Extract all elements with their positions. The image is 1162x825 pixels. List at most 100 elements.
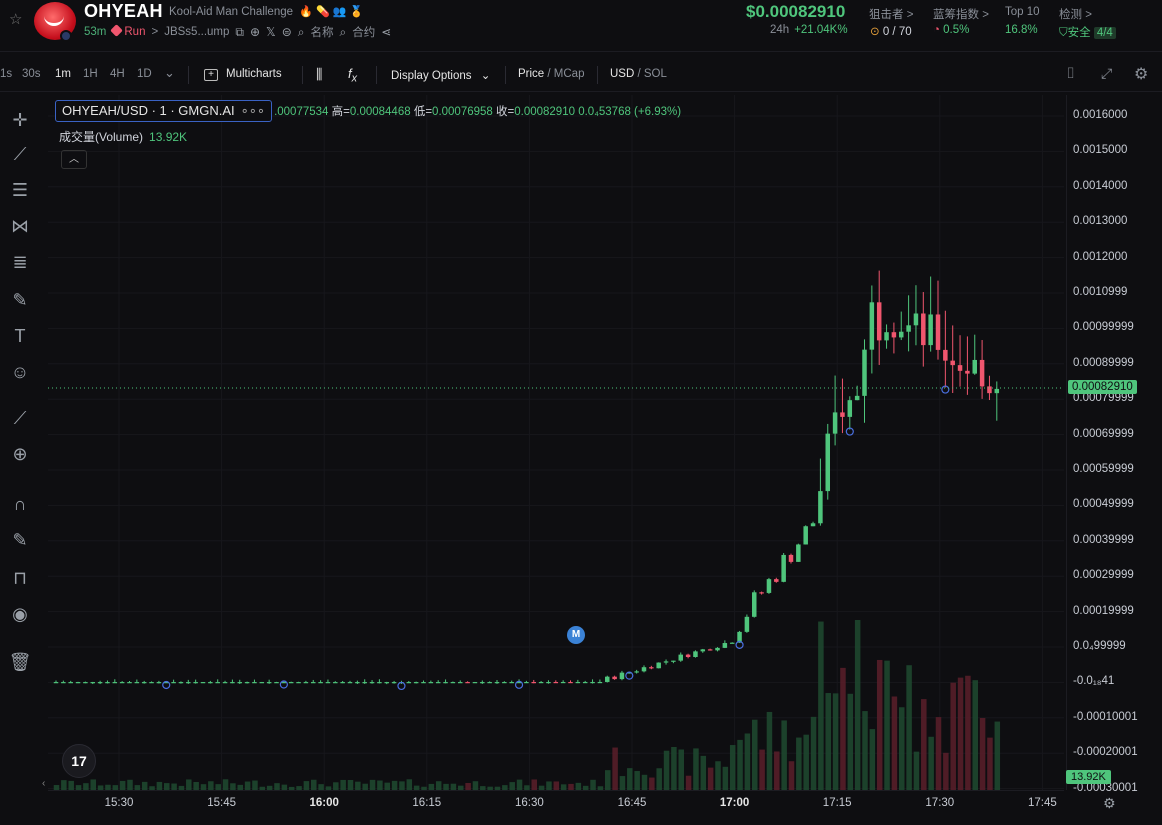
candle-body [759, 592, 764, 594]
interval-30s[interactable]: 30s [22, 68, 41, 80]
price-chart[interactable] [48, 95, 1064, 790]
fullscreen-icon[interactable]: ⤢ [1101, 65, 1113, 81]
collapse-legend-button[interactable]: ︿ [61, 150, 87, 169]
trendline-icon[interactable]: ⟋ [13, 144, 27, 164]
candle-body [274, 682, 279, 684]
emoji-icon[interactable]: ☺ [10, 362, 30, 382]
token-address[interactable]: JBSs5...ump [164, 26, 230, 38]
price-mcap-toggle[interactable]: Price / MCap [518, 68, 585, 80]
volume-bar [590, 779, 596, 790]
candle-body [538, 682, 544, 684]
interval-1h[interactable]: 1H [83, 68, 98, 80]
interval-1d[interactable]: 1D [137, 68, 152, 80]
sniper-stat[interactable]: 狙击者 > ⊙ 0 / 70 [869, 6, 913, 38]
candle-body [119, 682, 125, 684]
candle-body [311, 682, 316, 684]
settings-icon[interactable]: ⚙ [1134, 66, 1149, 83]
bluechip-stat[interactable]: 蓝筹指数 > ◔ 0.5% [933, 6, 989, 36]
usd-sol-toggle[interactable]: USD / SOL [610, 68, 667, 80]
volume-bar [531, 779, 537, 790]
ruler-icon[interactable]: ⟋ [13, 408, 27, 428]
top10-value: 16.8% [1005, 24, 1038, 36]
volume-bar [957, 677, 964, 790]
volume-bar [156, 781, 163, 790]
more-icon[interactable]: ∘∘∘ [240, 103, 266, 118]
migration-marker-icon[interactable]: M [567, 626, 585, 644]
indicators-icon[interactable]: fx [348, 66, 358, 85]
camera-icon[interactable]: ⌷ [1066, 65, 1076, 82]
candle-body [164, 682, 169, 684]
trade-marker [162, 680, 171, 690]
volume-bar [847, 693, 854, 790]
interval-dropdown-icon[interactable]: ⌄ [164, 65, 175, 80]
symbol-selector[interactable]: OHYEAH/USD · 1 · GMGN.AI ∘∘∘ [55, 100, 273, 122]
candle-body [729, 642, 735, 644]
scroll-left-icon[interactable]: ‹ [42, 778, 46, 789]
volume-bar [693, 748, 699, 790]
volume-bar [193, 781, 199, 790]
eye-icon[interactable]: ◉ [12, 604, 28, 624]
horizontal-lines-icon[interactable]: ☰ [11, 180, 29, 200]
volume-bar [597, 786, 604, 790]
volume-bar [149, 786, 155, 790]
interval-1m[interactable]: 1m [55, 68, 71, 80]
candle-body [443, 682, 448, 684]
interval-1s[interactable]: 1s [0, 68, 13, 80]
multicharts-button[interactable]: + Multicharts [204, 68, 282, 81]
volume-bar [502, 785, 508, 790]
volume-bar [560, 784, 567, 790]
time-axis-label: 16:15 [412, 797, 442, 809]
candle-body [200, 682, 206, 684]
volume-bar [928, 736, 934, 790]
volume-bar [97, 785, 104, 790]
magnet-icon[interactable]: ∩ [13, 494, 27, 514]
volume-bar [318, 784, 324, 790]
top10-stat[interactable]: Top 10 16.8% [1005, 6, 1040, 36]
time-axis[interactable]: 15:30 15:45 16:00 16:15 16:30 16:45 17:00 17:15… [48, 790, 1064, 820]
website-icon[interactable]: ⊕ [249, 25, 261, 39]
candle-body [127, 682, 132, 684]
brush-icon[interactable]: ✎ [12, 290, 28, 310]
telegram-icon[interactable]: ⊜ [281, 25, 292, 39]
price-axis-label: 0.00019999 [1073, 604, 1134, 617]
pattern-icon[interactable]: ⋈ [11, 216, 29, 236]
search-name-link[interactable]: 名称 [310, 27, 334, 39]
favorite-star-icon[interactable]: ☆ [9, 11, 23, 28]
candle-body [259, 682, 265, 684]
fib-icon[interactable]: ≣ [12, 252, 28, 272]
volume-bar [605, 770, 611, 790]
volume-bar [921, 699, 927, 790]
copy-icon[interactable]: ⧉ [235, 24, 244, 39]
price-axis[interactable]: 0.0016000 0.0015000 0.0014000 0.0013000 0.00… [1066, 95, 1162, 794]
candle-body [987, 386, 992, 394]
candle-body [318, 682, 323, 684]
run-status[interactable]: Run [110, 24, 145, 38]
candle-style-icon[interactable]: ⫼ [316, 66, 323, 82]
candle-body [671, 660, 676, 662]
search-contract-link[interactable]: 合约 [352, 27, 376, 39]
crosshair-icon[interactable]: ✛ [12, 110, 28, 130]
audit-stat[interactable]: 检测 > ⛉安全 4/4 [1059, 6, 1116, 39]
candle-body [296, 682, 301, 684]
candle-body [649, 667, 654, 669]
price-axis-label: 0.0014000 [1073, 179, 1128, 192]
tradingview-logo: 17 [62, 744, 96, 778]
candle-body [840, 412, 845, 417]
volume-bar [237, 784, 243, 790]
unlock-icon[interactable]: ⊓ [12, 568, 28, 588]
search-contract-icon[interactable]: ⌕ [339, 24, 347, 39]
zoom-in-icon[interactable]: ⊕ [12, 444, 28, 464]
interval-4h[interactable]: 4H [110, 68, 125, 80]
display-options-button[interactable]: Display Options ⌄ [391, 68, 490, 82]
text-tool-icon[interactable]: T [14, 326, 26, 346]
x-twitter-icon[interactable]: 𝕏 [266, 25, 276, 39]
trash-icon[interactable]: 🗑 [8, 652, 32, 672]
candle-body [796, 544, 801, 562]
price-axis-label: 0.0010999 [1073, 286, 1128, 298]
candle-body [171, 682, 176, 684]
search-icon[interactable]: ⌕ [297, 24, 305, 39]
axis-settings-icon[interactable]: ⚙ [1103, 795, 1116, 811]
candle-body [325, 682, 331, 684]
lock-drawing-icon[interactable]: ✎ [12, 530, 28, 550]
share-icon[interactable]: ⋖ [381, 25, 392, 39]
